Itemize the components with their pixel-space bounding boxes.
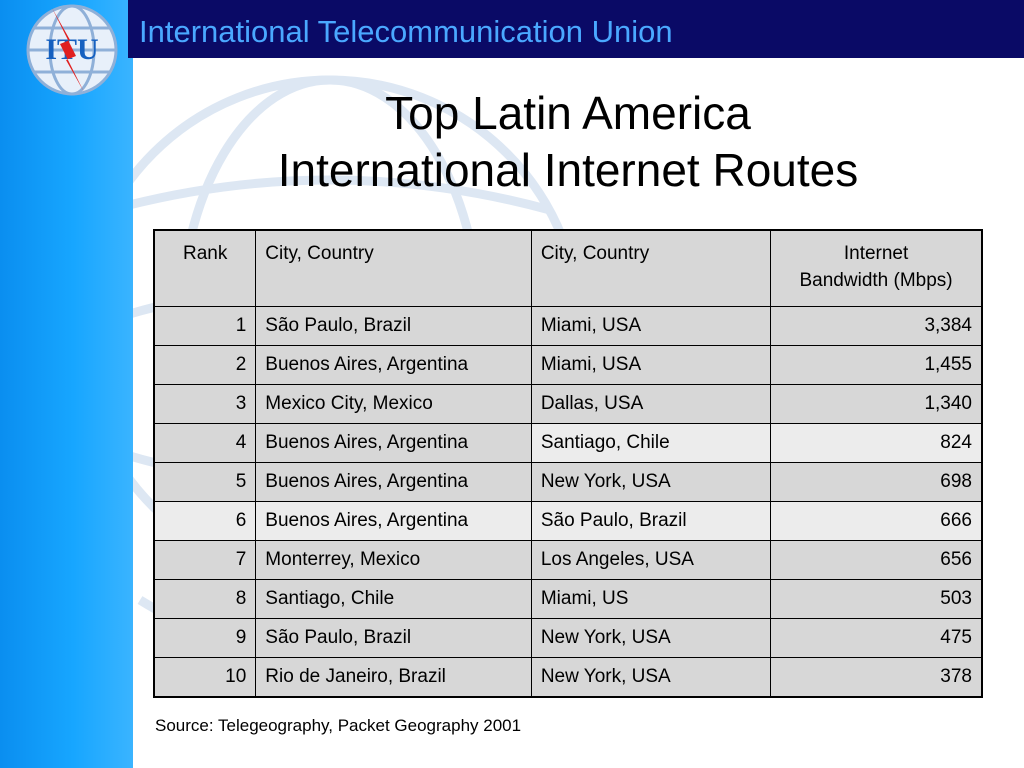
itu-logo-icon: ITU — [26, 4, 118, 96]
cell-bandwidth: 475 — [770, 618, 983, 658]
cell-bandwidth: 698 — [770, 462, 983, 502]
table-row: 3 Mexico City, Mexico Dallas, USA 1,340 — [153, 384, 983, 424]
cell-bandwidth: 824 — [770, 423, 983, 463]
cell-city-from: Buenos Aires, Argentina — [255, 501, 532, 541]
left-accent-band — [0, 0, 133, 768]
title-line-1: Top Latin America — [385, 87, 751, 139]
cell-bandwidth: 503 — [770, 579, 983, 619]
cell-city-from: Buenos Aires, Argentina — [255, 345, 532, 385]
source-note: Source: Telegeography, Packet Geography … — [155, 716, 522, 735]
table-row: 6 Buenos Aires, Argentina São Paulo, Bra… — [153, 501, 983, 541]
table-row: 2 Buenos Aires, Argentina Miami, USA 1,4… — [153, 345, 983, 385]
cell-city-to: São Paulo, Brazil — [530, 501, 772, 541]
header-bar — [128, 0, 1024, 58]
table-row: 1 São Paulo, Brazil Miami, USA 3,384 — [153, 306, 983, 346]
cell-rank: 2 — [153, 345, 257, 385]
cell-rank: 1 — [153, 306, 257, 346]
cell-city-to: New York, USA — [530, 657, 772, 698]
table-row: 10 Rio de Janeiro, Brazil New York, USA … — [153, 657, 983, 698]
cell-bandwidth: 1,455 — [770, 345, 983, 385]
cell-bandwidth: 666 — [770, 501, 983, 541]
cell-bandwidth: 378 — [770, 657, 983, 698]
cell-rank: 5 — [153, 462, 257, 502]
header-bandwidth: Internet Bandwidth (Mbps) — [770, 229, 983, 307]
title-line-2: International Internet Routes — [277, 144, 859, 196]
header-bandwidth-line-2: Bandwidth (Mbps) — [799, 270, 953, 291]
organization-name: International Telecommunication Union — [139, 14, 673, 49]
cell-city-from: Mexico City, Mexico — [255, 384, 532, 424]
cell-city-to: Los Angeles, USA — [530, 540, 772, 580]
table-row: 5 Buenos Aires, Argentina New York, USA … — [153, 462, 983, 502]
cell-city-from: São Paulo, Brazil — [255, 618, 532, 658]
cell-city-from: Rio de Janeiro, Brazil — [255, 657, 532, 698]
slide-title: Top Latin America International Internet… — [230, 85, 906, 199]
cell-rank: 6 — [153, 501, 257, 541]
cell-rank: 10 — [153, 657, 257, 698]
header-city-from: City, Country — [255, 229, 532, 307]
table-header-row: Rank City, Country City, Country Interne… — [153, 229, 983, 307]
cell-city-to: Miami, USA — [530, 306, 772, 346]
cell-city-to: Dallas, USA — [530, 384, 772, 424]
cell-rank: 3 — [153, 384, 257, 424]
cell-city-to: New York, USA — [530, 618, 772, 658]
header-city-to: City, Country — [530, 229, 772, 307]
cell-rank: 9 — [153, 618, 257, 658]
cell-rank: 4 — [153, 423, 257, 463]
table-row: 7 Monterrey, Mexico Los Angeles, USA 656 — [153, 540, 983, 580]
cell-city-from: Santiago, Chile — [255, 579, 532, 619]
cell-city-from: Monterrey, Mexico — [255, 540, 532, 580]
cell-bandwidth: 1,340 — [770, 384, 983, 424]
cell-city-to: Miami, US — [530, 579, 772, 619]
cell-city-from: Buenos Aires, Argentina — [255, 462, 532, 502]
cell-city-to: Miami, USA — [530, 345, 772, 385]
header-rank: Rank — [153, 229, 257, 307]
cell-rank: 8 — [153, 579, 257, 619]
table-row: 4 Buenos Aires, Argentina Santiago, Chil… — [153, 423, 983, 463]
cell-city-to: New York, USA — [530, 462, 772, 502]
cell-bandwidth: 656 — [770, 540, 983, 580]
header-bandwidth-line-1: Internet — [843, 243, 909, 264]
table-row: 9 São Paulo, Brazil New York, USA 475 — [153, 618, 983, 658]
cell-city-to: Santiago, Chile — [530, 423, 772, 463]
cell-city-from: Buenos Aires, Argentina — [255, 423, 532, 463]
cell-city-from: São Paulo, Brazil — [255, 306, 532, 346]
cell-bandwidth: 3,384 — [770, 306, 983, 346]
cell-rank: 7 — [153, 540, 257, 580]
routes-table: Rank City, Country City, Country Interne… — [153, 229, 983, 698]
table-row: 8 Santiago, Chile Miami, US 503 — [153, 579, 983, 619]
